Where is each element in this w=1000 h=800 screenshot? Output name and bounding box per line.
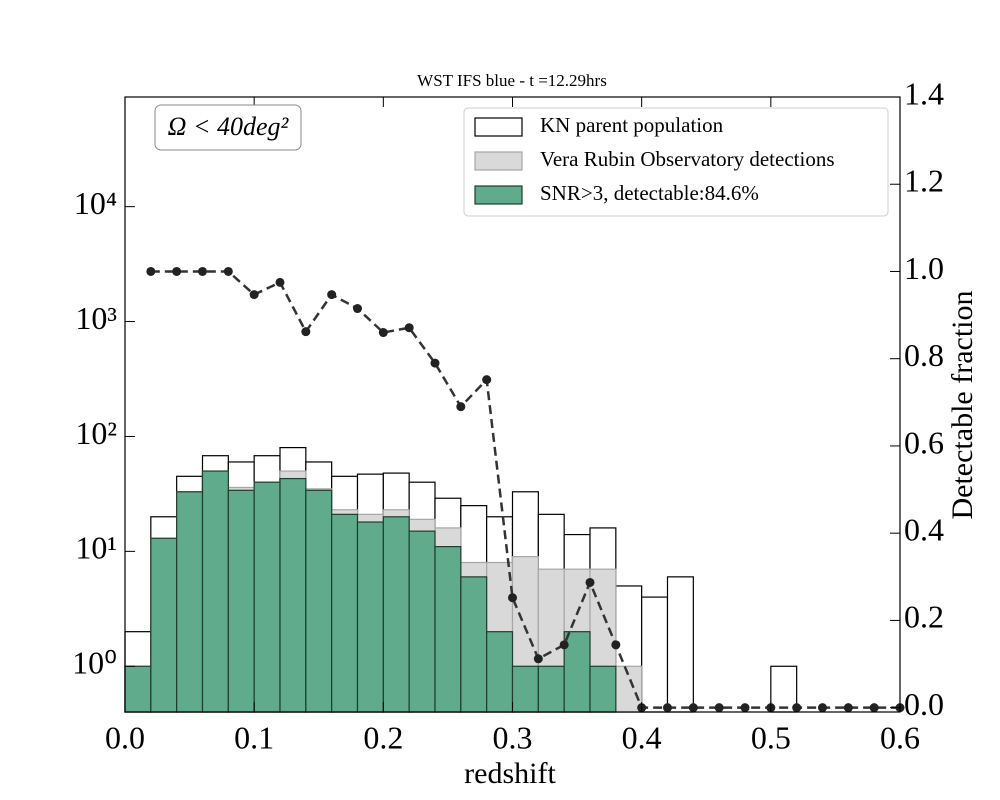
fraction-point (585, 577, 595, 587)
y2-axis-label: Detectable fraction (946, 290, 979, 519)
histogram-bar (770, 665, 798, 713)
histogram-bar (279, 477, 307, 713)
histogram-bar (227, 489, 255, 713)
histogram-bar (408, 530, 436, 713)
x-tick-label: 0.4 (622, 719, 662, 755)
fraction-point (843, 703, 853, 713)
fraction-point (327, 290, 337, 300)
fraction-point (430, 358, 440, 368)
y2-tick-label: 1.4 (904, 75, 944, 111)
chart-title: WST IFS blue - t =12.29hrs (417, 71, 607, 90)
fraction-point (301, 327, 311, 337)
histogram-bar (305, 489, 333, 713)
y2-tick-label: 1.0 (904, 250, 944, 286)
fraction-point (482, 375, 492, 385)
fraction-point (663, 703, 672, 713)
fraction-point (146, 266, 156, 276)
histogram-bar (356, 521, 384, 713)
y-tick-label: 10² (75, 415, 117, 451)
histogram-bar (589, 665, 617, 713)
x-tick-label: 0.3 (493, 719, 533, 755)
fraction-point (611, 640, 621, 650)
fraction-point (404, 323, 414, 333)
histogram-bar (511, 665, 539, 713)
histogram-bar (150, 537, 178, 713)
fraction-point (869, 703, 879, 713)
fraction-point (818, 703, 827, 713)
y2-tick-label: 0.0 (904, 686, 944, 722)
fraction-point (353, 304, 362, 314)
y2-tick-label: 0.4 (904, 512, 944, 548)
y-tick-label: 10⁰ (72, 645, 117, 681)
fraction-point (223, 266, 233, 276)
histogram-bar (124, 665, 152, 713)
y-tick-label: 10³ (75, 300, 117, 336)
fraction-point (378, 328, 388, 338)
annotation: Ω < 40deg² (168, 112, 290, 141)
annotation-box (154, 104, 302, 151)
histogram-bar (434, 546, 462, 713)
histogram-bar (201, 470, 229, 713)
histogram-bar (486, 631, 514, 713)
histogram-bar (176, 491, 204, 713)
fraction-point (533, 654, 543, 664)
y-tick-label: 10⁴ (74, 185, 117, 221)
histogram-bar (253, 481, 281, 713)
fraction-point (792, 703, 802, 713)
y2-tick-label: 0.8 (904, 337, 944, 373)
histogram-bar (666, 576, 694, 713)
histogram-bar (460, 576, 488, 713)
legend-swatch (474, 185, 523, 205)
x-tick-label: 0.5 (751, 719, 791, 755)
fraction-point (456, 402, 466, 412)
legend-label: SNR>3, detectable:84.6% (540, 181, 759, 205)
y2-tick-label: 0.2 (904, 599, 944, 635)
y-tick-label: 10¹ (75, 530, 117, 566)
histogram-bar (537, 665, 565, 713)
y2-tick-label: 1.2 (904, 163, 944, 199)
legend-swatch (474, 151, 523, 171)
fraction-point (559, 640, 569, 650)
histogram-bar (331, 513, 359, 713)
fraction-line (150, 270, 900, 709)
legend-box (463, 107, 889, 217)
fraction-point (172, 266, 182, 276)
x-tick-label: 0.6 (880, 719, 920, 755)
x-tick-label: 0.1 (234, 719, 274, 755)
fraction-point (740, 703, 750, 713)
fraction-point (688, 703, 698, 713)
x-tick-label: 0.2 (363, 719, 403, 755)
legend-label: KN parent population (540, 113, 724, 137)
fraction-point (508, 593, 517, 603)
y2-tick-label: 0.6 (904, 424, 944, 460)
fraction-point (714, 703, 724, 713)
fraction-point (275, 277, 285, 287)
fraction-point (198, 266, 207, 276)
legend-label: Vera Rubin Observatory detections (540, 147, 835, 171)
histogram-bar (641, 596, 669, 713)
legend-swatch (474, 117, 523, 137)
x-axis-label: redshift (464, 757, 556, 790)
x-tick-label: 0.0 (105, 719, 145, 755)
histogram-bar (382, 516, 410, 713)
fraction-point (249, 290, 259, 300)
